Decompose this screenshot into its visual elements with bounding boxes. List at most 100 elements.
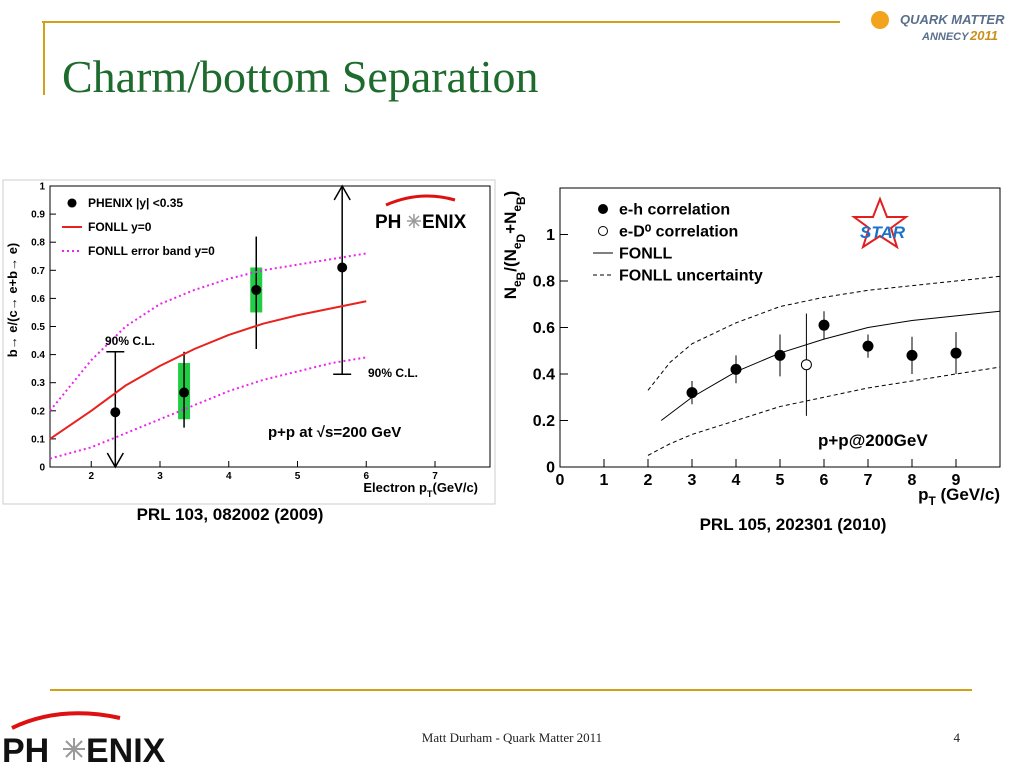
- y-tick-label: 0.8: [533, 274, 555, 291]
- legend-label: FONLL y=0: [88, 220, 152, 234]
- curve: [660, 310, 1001, 421]
- legend-marker: [67, 198, 77, 208]
- label-part: Electron p: [363, 480, 427, 495]
- experiment-logo: ENIX: [86, 732, 166, 768]
- data-point: [730, 363, 742, 375]
- x-tick-label: 1: [600, 472, 609, 489]
- conference-logo: QUARK MATTER: [900, 12, 1005, 27]
- logo-star: [407, 214, 421, 228]
- y-tick-label: 1: [546, 227, 555, 244]
- label-part: p: [918, 485, 928, 504]
- label-part: /(N: [501, 249, 520, 272]
- label-part: e: [510, 280, 524, 287]
- y-tick-label: 0.8: [31, 238, 45, 249]
- conference-logo: ANNECY: [921, 31, 970, 43]
- x-tick-label: 7: [432, 471, 438, 482]
- label-part: B: [514, 271, 528, 280]
- label-part: b→ e/(c→ e+b→ e): [5, 243, 20, 358]
- data-point: [179, 387, 190, 398]
- y-tick-label: 0.5: [31, 322, 45, 333]
- conference-logo: 2011: [969, 28, 998, 43]
- annotation: STAR: [860, 223, 906, 242]
- data-point: [800, 359, 812, 371]
- label-part: T: [928, 494, 936, 508]
- y-tick-label: 0: [39, 463, 45, 474]
- data-point: [337, 262, 348, 273]
- x-tick-label: 6: [363, 471, 369, 482]
- chart-logo: ENIX: [422, 212, 467, 233]
- y-tick-label: 0.3: [31, 378, 45, 389]
- y-tick-label: 0.9: [31, 210, 45, 221]
- legend-marker: [598, 204, 608, 214]
- label-part: T: [427, 489, 433, 499]
- logo-star: [63, 738, 85, 760]
- label-part: N: [501, 287, 520, 299]
- x-tick-label: 9: [952, 472, 961, 489]
- x-axis-label: Electron pT(GeV/c): [363, 480, 478, 499]
- data-point: [818, 319, 830, 331]
- y-axis-label: b→ e/(c→ e+b→ e): [5, 243, 20, 358]
- y-tick-label: 0.6: [31, 294, 45, 305]
- y-tick-label: 0.2: [533, 413, 555, 430]
- x-tick-label: 3: [688, 472, 697, 489]
- x-tick-label: 3: [157, 471, 163, 482]
- annotation: 90% C.L.: [368, 366, 418, 380]
- logo-sun: [871, 11, 889, 29]
- label-part: B: [514, 196, 528, 205]
- label-part: D: [514, 233, 528, 242]
- y-tick-label: 0.4: [533, 367, 555, 384]
- x-tick-label: 4: [732, 472, 741, 489]
- x-tick-label: 5: [295, 471, 301, 482]
- legend-label: e-h correlation: [619, 202, 730, 219]
- chart-logo: PH: [375, 212, 401, 233]
- x-tick-label: 6: [820, 472, 829, 489]
- caption: PRL 103, 082002 (2009): [137, 505, 324, 524]
- y-tick-label: 1: [39, 182, 45, 193]
- curve: [49, 356, 367, 460]
- legend-label: FONLL uncertainty: [619, 268, 763, 285]
- legend-label: FONLL: [619, 246, 673, 263]
- y-tick-label: 0: [546, 460, 555, 477]
- limit-arrow: [333, 184, 351, 201]
- curve: [647, 366, 1001, 456]
- data-point: [950, 347, 962, 359]
- annotation: p+p at √s=200 GeV: [268, 424, 401, 441]
- footer: Matt Durham - Quark Matter 2011: [422, 730, 602, 745]
- logo-arc: [385, 194, 456, 207]
- y-tick-label: 0.7: [31, 266, 45, 277]
- curve: [49, 300, 367, 440]
- x-tick-label: 2: [644, 472, 653, 489]
- annotation: p+p@200GeV: [818, 431, 928, 450]
- x-axis-label: pT (GeV/c): [918, 485, 1000, 508]
- experiment-logo: PH: [2, 732, 49, 768]
- x-tick-label: 4: [226, 471, 232, 482]
- star-logo: [850, 196, 910, 250]
- x-tick-label: 0: [556, 472, 565, 489]
- annotation: 90% C.L.: [105, 334, 155, 348]
- label-part: (GeV/c): [432, 480, 478, 495]
- curve: [49, 252, 367, 412]
- logo-arc: [11, 711, 121, 730]
- y-tick-label: 0.2: [31, 406, 45, 417]
- legend-label: e-D⁰ correlation: [619, 224, 738, 241]
- y-axis-label: NeB/(NeD+NeB): [501, 191, 528, 300]
- caption: PRL 105, 202301 (2010): [700, 515, 887, 534]
- x-tick-label: 5: [776, 472, 785, 489]
- page-number: 4: [954, 730, 961, 745]
- label-part: (GeV/c): [936, 485, 1000, 504]
- data-point: [110, 407, 121, 418]
- data-point: [251, 284, 262, 295]
- curve: [647, 275, 1001, 391]
- y-tick-label: 0.4: [31, 350, 45, 361]
- limit-arrow: [106, 452, 124, 469]
- label-part: e: [510, 205, 524, 212]
- label-part: ): [501, 191, 520, 197]
- label-part: +N: [501, 212, 520, 234]
- legend-label: PHENIX |y| <0.35: [88, 196, 183, 210]
- data-point: [906, 349, 918, 361]
- data-point: [686, 387, 698, 399]
- y-tick-label: 0.6: [533, 320, 555, 337]
- y-tick-label: 0.1: [31, 434, 45, 445]
- legend-marker: [598, 226, 608, 236]
